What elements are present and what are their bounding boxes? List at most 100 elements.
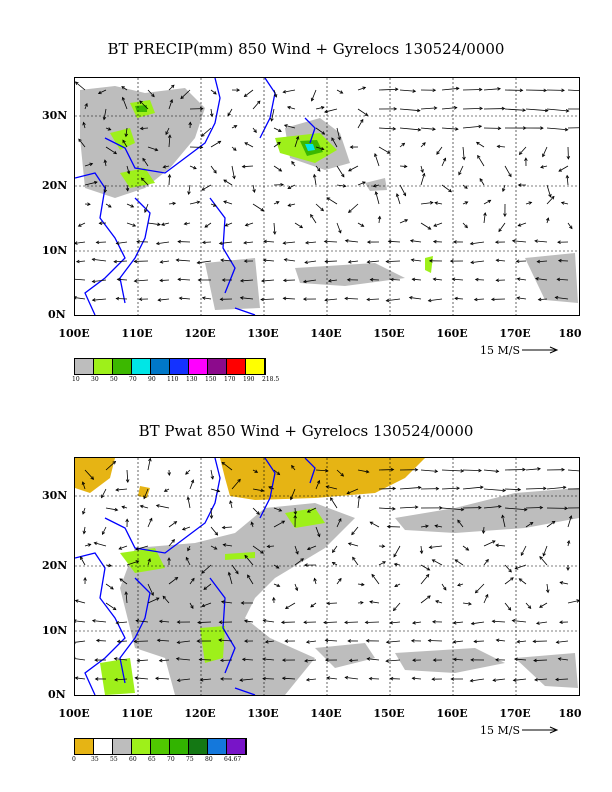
legend-label: 70 [167,756,175,763]
wind-arrow [244,89,254,97]
wind-arrow [315,146,324,150]
wind-arrow [557,278,569,281]
legend-swatch [132,359,151,374]
wind-arrow [555,678,569,680]
panel2-ytick-10n: 10N [42,624,68,637]
wind-arrow [336,184,346,187]
panel2-xtick-100e: 100E [58,707,90,720]
wind-arrow [546,486,566,490]
wind-arrow [410,240,422,243]
wind-arrow-head [503,213,507,218]
wind-arrow [115,488,128,491]
wind-arrow [525,522,534,528]
wind-arrow-head [453,240,457,244]
wind-arrow-head [432,620,436,624]
wind-arrow [357,181,366,186]
wind-arrow-head [272,231,277,235]
wind-arrow [348,543,359,547]
wind-arrow-head [422,172,426,177]
wind-arrow [287,106,296,110]
wind-arrow [220,259,233,262]
wind-arrow-head [103,189,108,194]
wind-arrow-head [470,260,474,265]
wind-arrow [141,177,149,186]
wind-arrow [483,594,489,604]
wind-arrow [534,240,548,243]
wind-arrow [210,165,217,174]
wind-arrow-head [510,577,514,581]
wind-arrow [326,197,338,205]
wind-arrow [566,175,569,186]
wind-arrow [336,518,342,528]
wind-arrow [433,222,443,227]
wind-arrow-head [158,658,163,663]
wind-arrow [325,260,338,262]
wind-arrow [242,165,254,168]
wind-arrow-head [395,193,400,197]
legend-swatch [75,739,94,754]
wind-arrow-head [81,481,86,486]
wind-arrow-head [294,587,299,592]
wind-arrow-head [410,639,415,643]
wind-arrow [285,602,296,609]
wind-arrow-head [465,547,470,551]
wind-arrow-head [478,505,482,510]
wind-arrow-head [432,658,437,662]
wind-arrow [326,486,338,490]
wind-arrow [336,222,342,233]
wind-arrow-head [478,87,483,92]
wind-arrow [328,279,338,282]
wind-arrow-head [347,542,352,546]
wind-arrow-head [260,550,264,554]
wind-arrow [105,602,117,611]
wind-arrow-head [175,657,180,661]
wind-arrow-head [495,278,500,283]
wind-arrow-head [425,573,430,578]
wind-arrow [412,621,422,624]
wind-arrow [273,520,285,528]
panel1-xtick-130e: 130E [247,327,279,340]
wind-arrow-head [543,486,547,491]
wind-arrow [273,127,282,132]
wind-arrow-head [135,619,140,623]
wind-arrow-head [98,221,103,225]
wind-arrow-head [392,507,396,511]
wind-arrow [96,241,107,243]
wind-arrow [168,521,177,528]
wind-arrow [435,525,443,528]
wind-arrow-head [95,240,100,245]
wind-arrow [168,577,178,585]
legend-swatch [94,739,113,754]
wind-arrow [126,165,130,174]
wind-arrow [370,521,380,528]
wind-arrow-head [186,496,191,501]
wind-arrow [271,108,275,122]
legend-swatch [246,359,265,374]
wind-arrow-head [133,279,138,283]
wind-arrow [263,259,275,262]
wind-arrow-head [165,131,169,136]
wind-arrow-head [385,640,390,644]
wind-arrow [462,184,468,189]
wind-arrow-head [495,658,499,662]
wind-arrow [546,108,569,112]
wind-arrow [189,602,194,609]
wind-arrow-head [134,676,139,680]
wind-arrow-head [275,565,280,569]
wind-arrow-head [75,241,78,245]
legend-label: 60 [129,756,137,763]
wind-arrow-head [551,520,556,525]
wind-arrow [156,241,170,245]
wind-arrow [315,106,325,110]
wind-arrow [252,127,257,133]
wind-arrow [136,620,149,623]
wind-arrow-head [432,239,437,244]
wind-arrow-head [386,524,391,529]
wind-arrow [388,240,401,243]
wind-arrow [147,89,155,97]
wind-arrow [287,184,296,189]
wind-arrow-head [419,550,424,555]
wind-arrow-head [302,297,307,301]
wind-arrow [210,545,217,550]
wind-arrow [546,583,549,593]
